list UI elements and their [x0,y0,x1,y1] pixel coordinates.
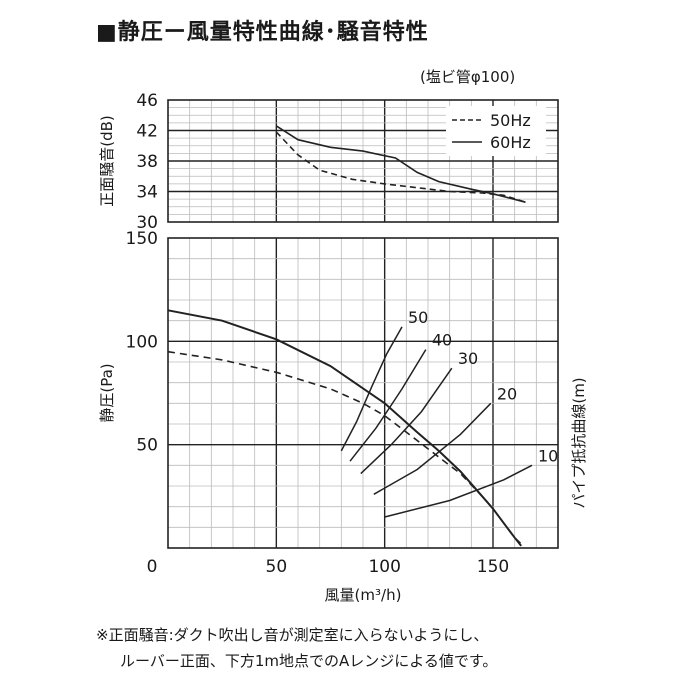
y-tick-label: 100 [126,332,158,352]
right-axis-label: パイプ抵抗曲線(m) [570,377,588,508]
footnote-line-2: ルーバー正面、下方1m地点でのAレンジによる値です。 [120,652,498,670]
resistance-curve-40m [349,349,427,462]
x-tick-label: 50 [266,557,288,577]
footnote-line-1: ※正面騒音:ダクト吹出し音が測定室に入らないようにし、 [96,626,489,644]
page-title: ■静圧ー風量特性曲線･騒音特性 [96,20,429,45]
y-tick-label: 50 [136,436,158,456]
y-tick-label: 38 [136,152,158,172]
pipe-spec-note: (塩ビ管φ100) [420,68,516,86]
resistance-curve-30m [360,367,453,475]
plot-frame [167,237,559,549]
y-tick-label: 34 [136,183,158,203]
series-line-50hz [167,350,524,547]
legend-entry: 50Hz [490,111,531,130]
resistance-curve-label: 20 [497,384,517,403]
y-axis-label: 静圧(Pa) [98,363,116,422]
x-tick-label: 0 [147,557,158,577]
resistance-curve-label: 40 [432,331,452,350]
x-axis-label: 風量(m³/h) [325,586,402,604]
resistance-curve-label: 50 [408,308,428,327]
resistance-curve-50m [340,326,403,452]
x-tick-label: 100 [368,557,400,577]
series-line-60hz [275,125,526,203]
pressure-chart: 50 100 150 0 50 100 150 風量(m³/h) 静圧(Pa) パイプ抵抗曲線(m… [98,229,588,604]
footnote: ※正面騒音:ダクト吹出し音が測定室に入らないようにし、 ルーバー正面、下方1m地… [96,622,497,674]
resistance-curve-20m [373,402,492,495]
resistance-curve-10m [384,464,533,518]
y-tick-label: 150 [126,229,158,249]
y-axis-label: 正面騒音(dB) [98,115,116,207]
resistance-curve-label: 30 [458,349,478,368]
y-tick-label: 30 [136,213,158,233]
resistance-curve-label: 10 [538,446,558,465]
series-line-60hz [167,309,522,547]
noise-chart: 30 34 38 42 46 正面騒音(dB) 50Hz 60Hz [98,91,559,233]
plot-frame [167,99,559,223]
legend-entry: 60Hz [490,133,531,152]
x-tick-label: 150 [477,557,509,577]
y-tick-label: 46 [136,91,158,111]
legend-box [446,106,546,156]
y-tick-label: 42 [136,122,158,142]
